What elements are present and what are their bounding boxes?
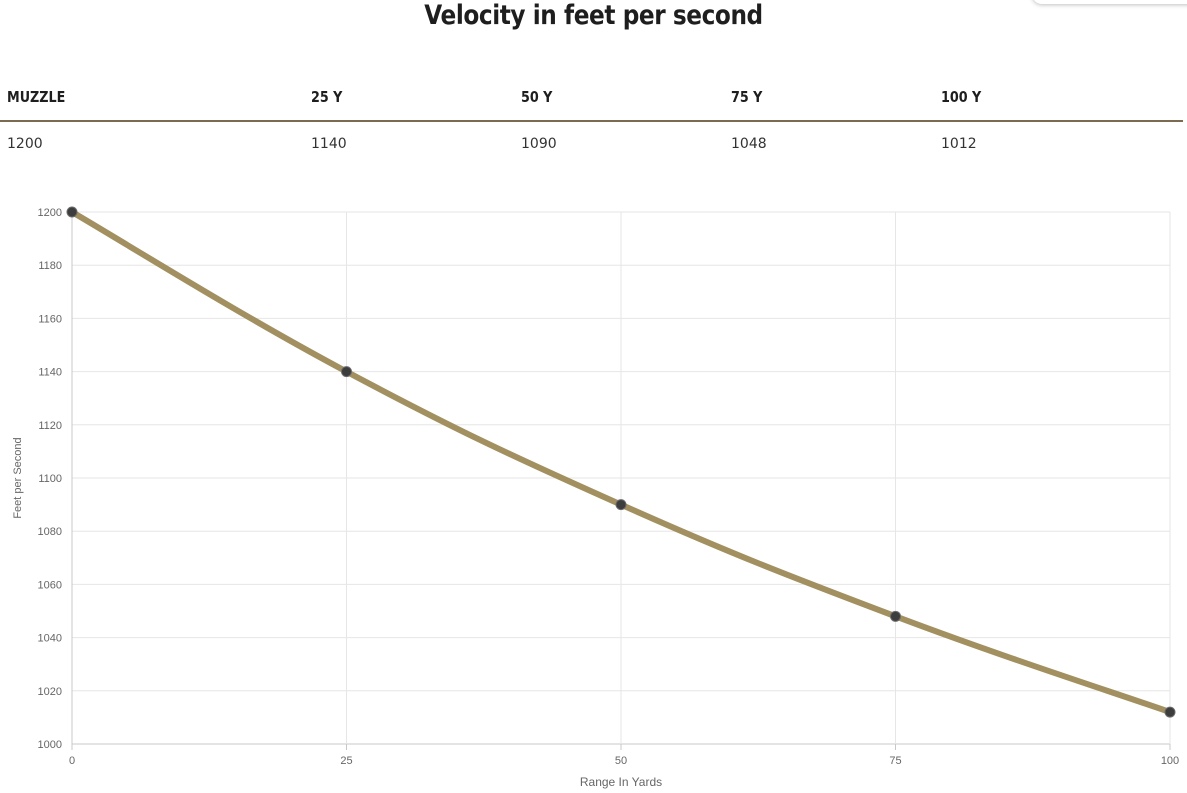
y-tick-label: 1140 — [38, 367, 62, 379]
series-points — [66, 206, 1176, 718]
value-muzzle: 1200 — [7, 136, 43, 152]
y-tick-label: 1040 — [38, 633, 62, 645]
x-tick-label: 75 — [889, 755, 901, 767]
y-tick-label: 1100 — [38, 473, 62, 485]
header-25y: 25 Y — [311, 88, 343, 106]
y-tick-label: 1160 — [38, 313, 62, 325]
table-header-row: MUZZLE 25 Y 50 Y 75 Y 100 Y — [0, 80, 1183, 122]
data-point[interactable] — [890, 610, 901, 622]
data-point[interactable] — [341, 366, 352, 378]
x-tick-label: 100 — [1161, 755, 1179, 767]
chart-grid — [71, 211, 1171, 750]
header-muzzle: MUZZLE — [7, 88, 66, 106]
page-title: Velocity in feet per second — [424, 0, 763, 31]
corner-card — [1032, 0, 1187, 4]
x-axis-label: Range In Yards — [580, 775, 662, 789]
y-tick-label: 1180 — [38, 260, 62, 272]
y-tick-label: 1020 — [38, 686, 62, 698]
y-tick-label: 1200 — [38, 207, 62, 219]
table-row: 1200 1140 1090 1048 1012 — [0, 122, 1183, 162]
header-50y: 50 Y — [521, 88, 553, 106]
data-point[interactable] — [615, 499, 627, 511]
x-tick-label: 0 — [69, 755, 75, 767]
header-75y: 75 Y — [731, 88, 763, 106]
y-tick-label: 1120 — [38, 420, 62, 432]
value-75y: 1048 — [731, 136, 767, 152]
y-tick-label: 1060 — [38, 579, 62, 591]
x-tick-label: 25 — [340, 755, 352, 767]
data-point[interactable] — [1164, 706, 1176, 718]
y-axis-ticks: 1000 1020 1040 1060 1080 1100 1120 1140 1160 1180… — [38, 207, 62, 751]
value-100y: 1012 — [941, 136, 977, 152]
x-axis-ticks: 0 25 50 75 100 — [69, 755, 1179, 767]
y-tick-label: 1080 — [38, 526, 62, 538]
y-axis-label: Feet per Second — [12, 437, 24, 518]
value-50y: 1090 — [521, 136, 557, 152]
y-tick-label: 1000 — [38, 739, 62, 751]
header-100y: 100 Y — [941, 88, 982, 106]
velocity-table: MUZZLE 25 Y 50 Y 75 Y 100 Y 1200 1140 10… — [0, 80, 1183, 162]
x-tick-label: 50 — [615, 755, 627, 767]
data-point[interactable] — [66, 206, 78, 218]
velocity-line-chart: 1000102010401060108011001120114011601180… — [12, 206, 1179, 789]
value-25y: 1140 — [311, 136, 347, 152]
